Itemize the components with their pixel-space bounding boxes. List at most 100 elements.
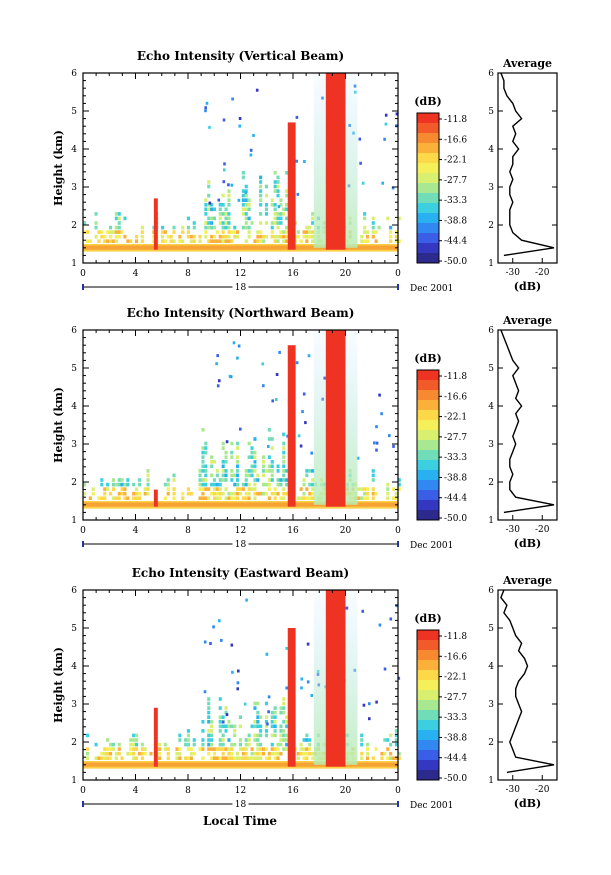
average-x-axis-label: (dB) xyxy=(514,280,541,293)
echo-cell xyxy=(285,720,289,724)
echo-cell xyxy=(186,234,190,239)
echo-speckle xyxy=(227,183,230,187)
echo-cell xyxy=(311,216,315,221)
echo-speckle xyxy=(359,161,362,165)
echo-cell xyxy=(282,234,286,239)
echo-cell xyxy=(264,193,268,198)
echo-cell xyxy=(273,491,277,496)
echo-cell xyxy=(259,230,263,234)
echo-cell xyxy=(109,747,113,751)
echo-cell xyxy=(244,742,248,747)
echo-cell xyxy=(201,469,205,473)
echo-cell xyxy=(276,491,280,496)
echo-cell xyxy=(279,482,283,487)
echo-speckle xyxy=(253,460,257,464)
echo-cell xyxy=(137,478,141,482)
echo-cell xyxy=(397,478,401,482)
colorbar-swatch xyxy=(417,410,439,421)
echo-cell xyxy=(247,230,251,234)
echo-cell xyxy=(135,756,139,760)
echo-speckle xyxy=(217,198,221,202)
echo-speckle xyxy=(265,652,269,656)
echo-cell xyxy=(253,437,257,441)
echo-speckle xyxy=(222,118,226,122)
echo-cell xyxy=(244,239,248,243)
echo-cell xyxy=(256,239,260,243)
echo-cell xyxy=(224,221,228,225)
echo-cell xyxy=(172,478,176,482)
echo-cell xyxy=(207,203,211,207)
echo-cell xyxy=(224,496,228,500)
echo-cell xyxy=(146,473,150,478)
colorbar-swatch xyxy=(417,640,439,651)
echo-cell xyxy=(262,460,266,464)
echo-speckle xyxy=(212,625,215,629)
average-title: Average xyxy=(502,574,552,587)
echo-cell xyxy=(256,234,260,239)
panel-3: Echo Intensity (Eastward Beam)123456Heig… xyxy=(52,566,558,811)
echo-speckle xyxy=(301,410,304,414)
echo-cell xyxy=(256,478,260,482)
echo-cell xyxy=(135,234,139,239)
echo-cell xyxy=(233,473,237,478)
echo-cell xyxy=(270,221,274,225)
echo-cell xyxy=(172,473,176,478)
echo-cell xyxy=(305,751,309,756)
echo-speckle xyxy=(228,374,232,378)
echo-cell xyxy=(210,729,214,733)
colorbar-frame xyxy=(416,112,440,264)
echo-cell xyxy=(311,751,315,756)
echo-cell xyxy=(285,491,289,496)
echo-speckle xyxy=(255,88,259,92)
echo-cell xyxy=(267,478,271,482)
echo-speckle xyxy=(215,362,218,366)
echo-cell xyxy=(218,203,222,207)
colorbar-swatch xyxy=(417,193,439,204)
echo-cell xyxy=(236,441,240,446)
echo-cell xyxy=(371,216,375,221)
echo-cell xyxy=(282,473,286,478)
echo-cell xyxy=(256,701,260,706)
echo-speckle xyxy=(244,191,248,195)
echo-cell xyxy=(204,221,208,225)
colorbar-tick-label: -33.3 xyxy=(444,453,467,463)
echo-cell xyxy=(117,221,121,225)
echo-cell xyxy=(233,729,237,733)
echo-cell xyxy=(253,751,257,756)
echo-cell xyxy=(253,455,257,459)
echo-cell xyxy=(204,230,208,234)
colorbar-swatch xyxy=(417,430,439,441)
echo-cell xyxy=(166,234,170,239)
echo-cell xyxy=(207,225,211,230)
echo-cell xyxy=(253,487,257,491)
echo-cell xyxy=(299,747,303,751)
echo-cell xyxy=(91,491,95,496)
echo-cell xyxy=(230,478,234,482)
echo-speckle xyxy=(230,643,234,647)
echo-cell xyxy=(181,496,185,500)
echo-cell xyxy=(163,496,167,500)
echo-cell xyxy=(311,491,315,496)
echo-cell xyxy=(163,230,167,234)
echo-cell xyxy=(218,715,222,719)
echo-cell xyxy=(357,487,361,491)
echo-cell xyxy=(172,496,176,500)
echo-cell xyxy=(204,464,208,469)
echo-cell xyxy=(236,756,240,760)
echo-cell xyxy=(262,747,266,751)
echo-cell xyxy=(305,747,309,751)
average-y-tick-label: 6 xyxy=(488,69,494,79)
echo-cell xyxy=(264,203,268,207)
echo-cell xyxy=(158,751,162,756)
echo-cell xyxy=(247,198,251,202)
echo-cell xyxy=(120,230,124,234)
colorbar-swatch xyxy=(417,680,439,691)
echo-cell xyxy=(126,496,130,500)
echo-cell xyxy=(366,487,370,491)
echo-cell xyxy=(224,239,228,243)
echo-cell xyxy=(140,751,144,756)
echo-cell xyxy=(186,216,190,221)
echo-cell xyxy=(230,450,234,455)
echo-cell xyxy=(236,446,240,450)
echo-cell xyxy=(218,482,222,487)
